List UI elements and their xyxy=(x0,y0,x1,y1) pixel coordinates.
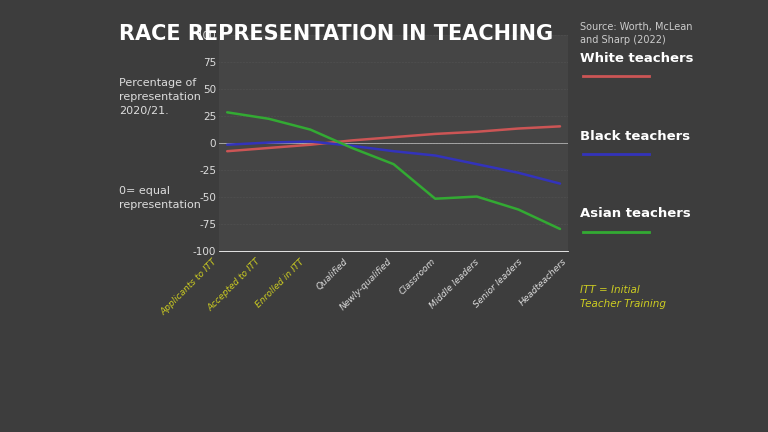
Text: Middle leaders: Middle leaders xyxy=(428,257,481,310)
Text: Accepted to ITT: Accepted to ITT xyxy=(207,257,263,313)
Text: Enrolled in ITT: Enrolled in ITT xyxy=(254,257,306,309)
Text: Senior leaders: Senior leaders xyxy=(472,257,525,309)
Text: Source: Worth, McLean
and Sharp (2022): Source: Worth, McLean and Sharp (2022) xyxy=(580,22,692,45)
Text: ITT = Initial
Teacher Training: ITT = Initial Teacher Training xyxy=(580,285,666,309)
Text: White teachers: White teachers xyxy=(580,52,694,65)
Text: RACE REPRESENTATION IN TEACHING: RACE REPRESENTATION IN TEACHING xyxy=(119,24,553,44)
Text: Percentage of
representation
2020/21.: Percentage of representation 2020/21. xyxy=(119,78,201,116)
Text: Applicants to ITT: Applicants to ITT xyxy=(159,257,219,317)
Text: Newly-qualified: Newly-qualified xyxy=(338,257,393,312)
Text: Classroom: Classroom xyxy=(398,257,437,297)
Text: 0= equal
representation: 0= equal representation xyxy=(119,186,201,210)
Text: Asian teachers: Asian teachers xyxy=(580,207,690,220)
Text: Headteachers: Headteachers xyxy=(518,257,568,308)
Text: Black teachers: Black teachers xyxy=(580,130,690,143)
Text: Qualified: Qualified xyxy=(315,257,350,292)
